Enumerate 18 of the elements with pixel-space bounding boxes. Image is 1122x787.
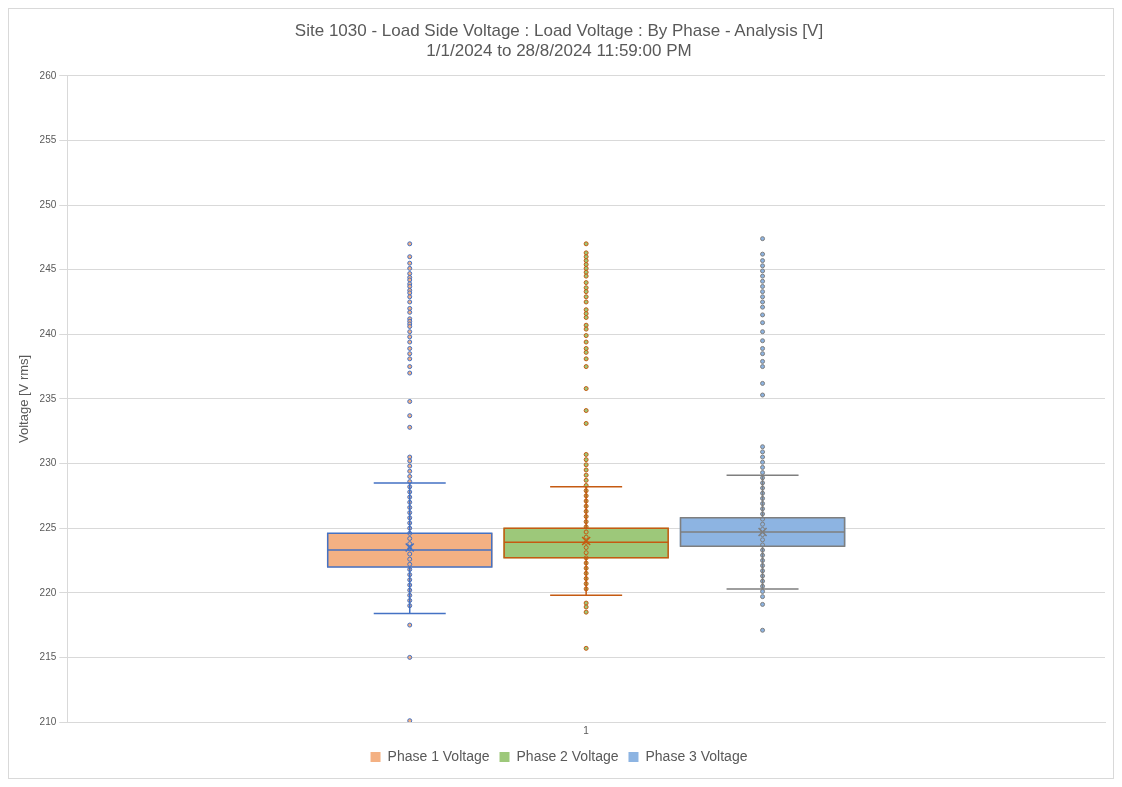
y-tick-label: 225 xyxy=(39,521,57,533)
y-tick-label: 230 xyxy=(39,457,57,469)
y-tick-label: 235 xyxy=(39,392,57,404)
chart-subtitle: 1/1/2024 to 28/8/2024 11:59:00 PM xyxy=(426,41,692,61)
legend-label: Phase 3 Voltage xyxy=(645,747,748,764)
y-tick-label: 240 xyxy=(39,328,57,340)
y-tick-label: 245 xyxy=(39,263,57,275)
chart-title: Site 1030 - Load Side Voltage : Load Voltage : By Phase - Analysis [V] xyxy=(294,20,824,40)
x-tick-label: 1 xyxy=(583,724,590,736)
y-tick-label: 250 xyxy=(39,198,57,210)
y-tick-label: 255 xyxy=(39,134,57,146)
y-tick-label: 210 xyxy=(39,715,57,727)
y-tick-label: 260 xyxy=(39,69,57,81)
y-tick-label: 220 xyxy=(39,586,57,598)
y-tick-label: 215 xyxy=(39,651,57,663)
legend-label: Phase 1 Voltage xyxy=(387,747,490,764)
y-axis-title: Voltage [V rms] xyxy=(16,354,32,443)
legend-label: Phase 2 Voltage xyxy=(516,747,619,764)
